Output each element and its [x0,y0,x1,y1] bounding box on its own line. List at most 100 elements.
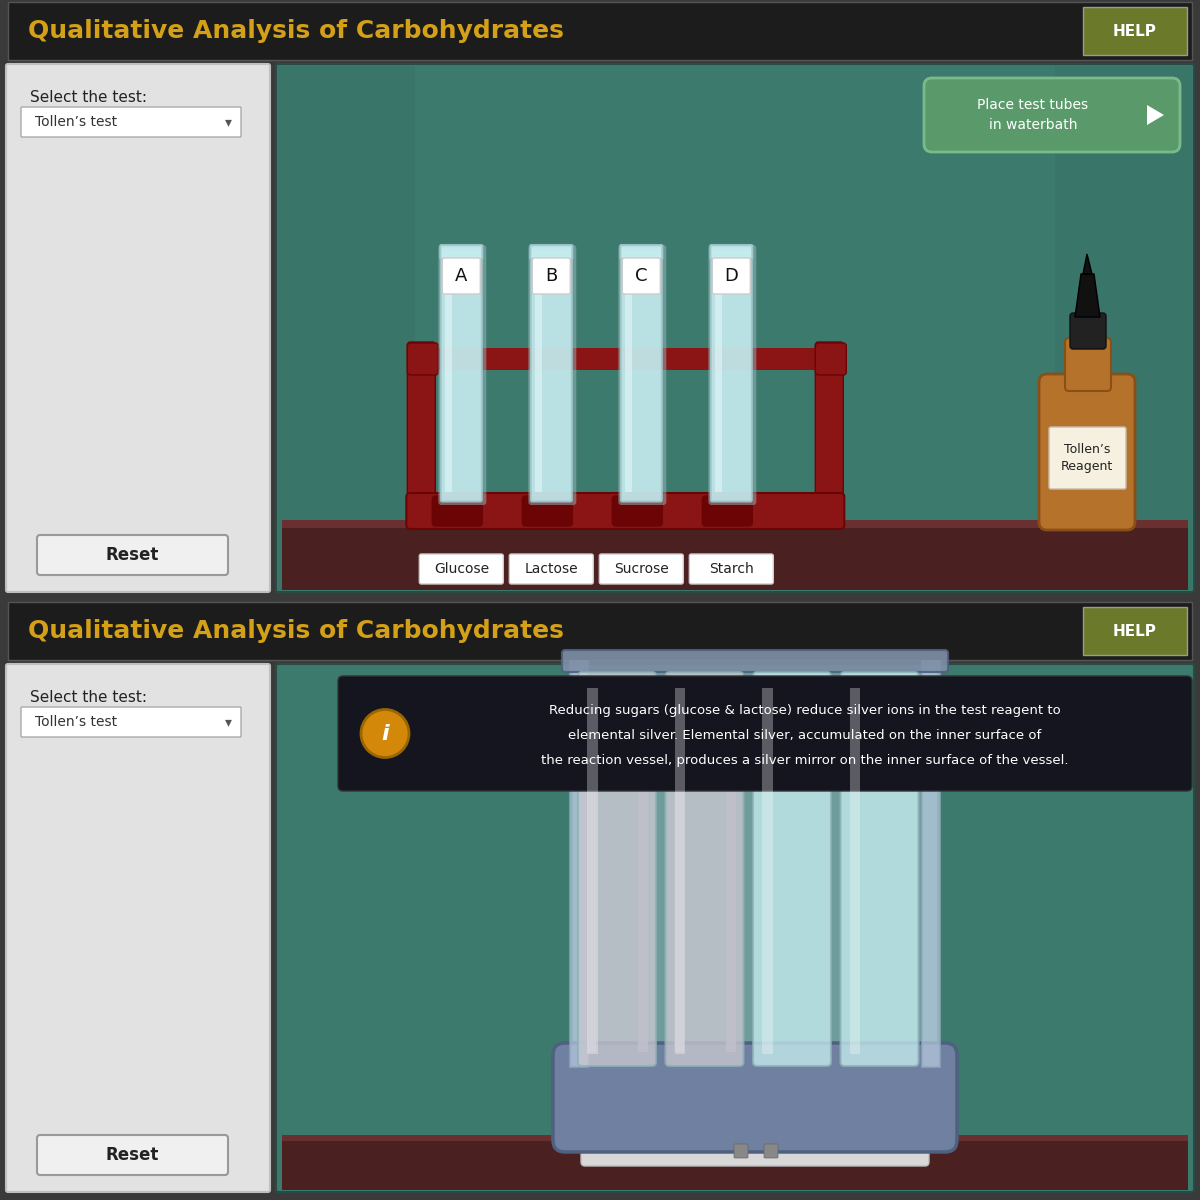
FancyBboxPatch shape [522,496,572,526]
FancyBboxPatch shape [710,248,752,502]
Text: Lactose: Lactose [524,562,578,576]
FancyBboxPatch shape [1084,607,1187,655]
FancyBboxPatch shape [419,554,503,584]
FancyBboxPatch shape [276,664,1194,1192]
Text: elemental silver. Elemental silver, accumulated on the inner surface of: elemental silver. Elemental silver, accu… [569,730,1042,742]
Bar [415,66,461,590]
Bar [674,688,685,1054]
Bar [643,66,689,590]
FancyBboxPatch shape [620,245,662,259]
FancyBboxPatch shape [438,245,486,505]
FancyBboxPatch shape [578,672,656,1066]
Bar [552,66,598,590]
Text: ▾: ▾ [224,115,232,128]
Text: HELP: HELP [1114,624,1157,638]
FancyBboxPatch shape [689,554,773,584]
FancyBboxPatch shape [620,248,662,502]
FancyBboxPatch shape [702,496,752,526]
Polygon shape [1075,274,1100,317]
Text: B: B [545,266,558,284]
FancyBboxPatch shape [338,676,1192,791]
Text: Tollen’s test: Tollen’s test [35,115,118,128]
Bar [8,602,1192,660]
Bar [586,696,596,1052]
FancyBboxPatch shape [276,64,1194,592]
Text: Glucose: Glucose [433,562,488,576]
Bar [625,258,632,492]
Bar [282,520,1188,590]
FancyBboxPatch shape [407,342,436,508]
FancyBboxPatch shape [734,1144,748,1158]
Bar [1009,66,1055,590]
Bar [574,671,937,1066]
Bar [370,66,415,590]
FancyBboxPatch shape [708,245,756,505]
FancyBboxPatch shape [599,554,683,584]
FancyBboxPatch shape [443,258,480,294]
FancyBboxPatch shape [815,342,844,508]
FancyBboxPatch shape [528,245,576,505]
Bar [922,661,940,1067]
Text: the reaction vessel, produces a silver mirror on the inner surface of the vessel: the reaction vessel, produces a silver m… [541,755,1069,767]
FancyBboxPatch shape [618,245,666,505]
FancyBboxPatch shape [710,245,752,259]
Text: C: C [635,266,648,284]
Bar [415,348,835,370]
Bar [689,66,734,590]
FancyBboxPatch shape [612,496,662,526]
Bar [587,688,598,1054]
Bar [715,258,722,492]
Text: Starch: Starch [709,562,754,576]
FancyBboxPatch shape [407,343,438,374]
Bar [964,66,1009,590]
Text: Tollen’s test: Tollen’s test [35,715,118,728]
FancyBboxPatch shape [623,258,660,294]
FancyBboxPatch shape [754,672,830,1066]
FancyBboxPatch shape [1070,313,1106,349]
Bar [762,688,773,1054]
FancyBboxPatch shape [924,78,1180,152]
Text: i: i [382,724,389,744]
FancyBboxPatch shape [440,248,482,502]
FancyBboxPatch shape [6,64,270,592]
FancyBboxPatch shape [432,496,482,526]
Text: D: D [725,266,738,284]
Bar [570,661,588,1067]
FancyBboxPatch shape [581,1133,929,1166]
Text: Qualitative Analysis of Carbohydrates: Qualitative Analysis of Carbohydrates [28,619,564,643]
FancyBboxPatch shape [1084,7,1187,55]
FancyBboxPatch shape [530,248,572,502]
Bar [918,66,964,590]
Bar [282,1135,1188,1190]
Text: Tollen’s
Reagent: Tollen’s Reagent [1061,443,1114,473]
Bar [872,66,918,590]
Text: Reducing sugars (glucose & lactose) reduce silver ions in the test reagent to: Reducing sugars (glucose & lactose) redu… [550,704,1061,716]
Text: Sucrose: Sucrose [614,562,668,576]
Text: Select the test:: Select the test: [30,690,148,706]
Bar [1055,66,1100,590]
FancyBboxPatch shape [666,672,744,1066]
Bar [535,258,542,492]
FancyBboxPatch shape [1066,338,1111,391]
FancyBboxPatch shape [22,707,241,737]
Text: Qualitative Analysis of Carbohydrates: Qualitative Analysis of Carbohydrates [28,19,564,43]
Bar [1100,66,1146,590]
FancyBboxPatch shape [509,554,593,584]
Bar [8,2,1192,60]
Bar [461,66,506,590]
FancyBboxPatch shape [764,1144,778,1158]
Text: Select the test:: Select the test: [30,90,148,106]
FancyBboxPatch shape [840,672,918,1066]
FancyBboxPatch shape [37,535,228,575]
FancyBboxPatch shape [6,664,270,1192]
Bar [1146,66,1192,590]
FancyBboxPatch shape [530,245,572,259]
Bar [598,66,643,590]
FancyBboxPatch shape [440,245,482,259]
Bar [850,688,860,1054]
Bar [324,66,370,590]
Text: Reset: Reset [106,1146,158,1164]
Text: ▾: ▾ [224,715,232,728]
Polygon shape [1147,104,1164,125]
Bar [506,66,552,590]
